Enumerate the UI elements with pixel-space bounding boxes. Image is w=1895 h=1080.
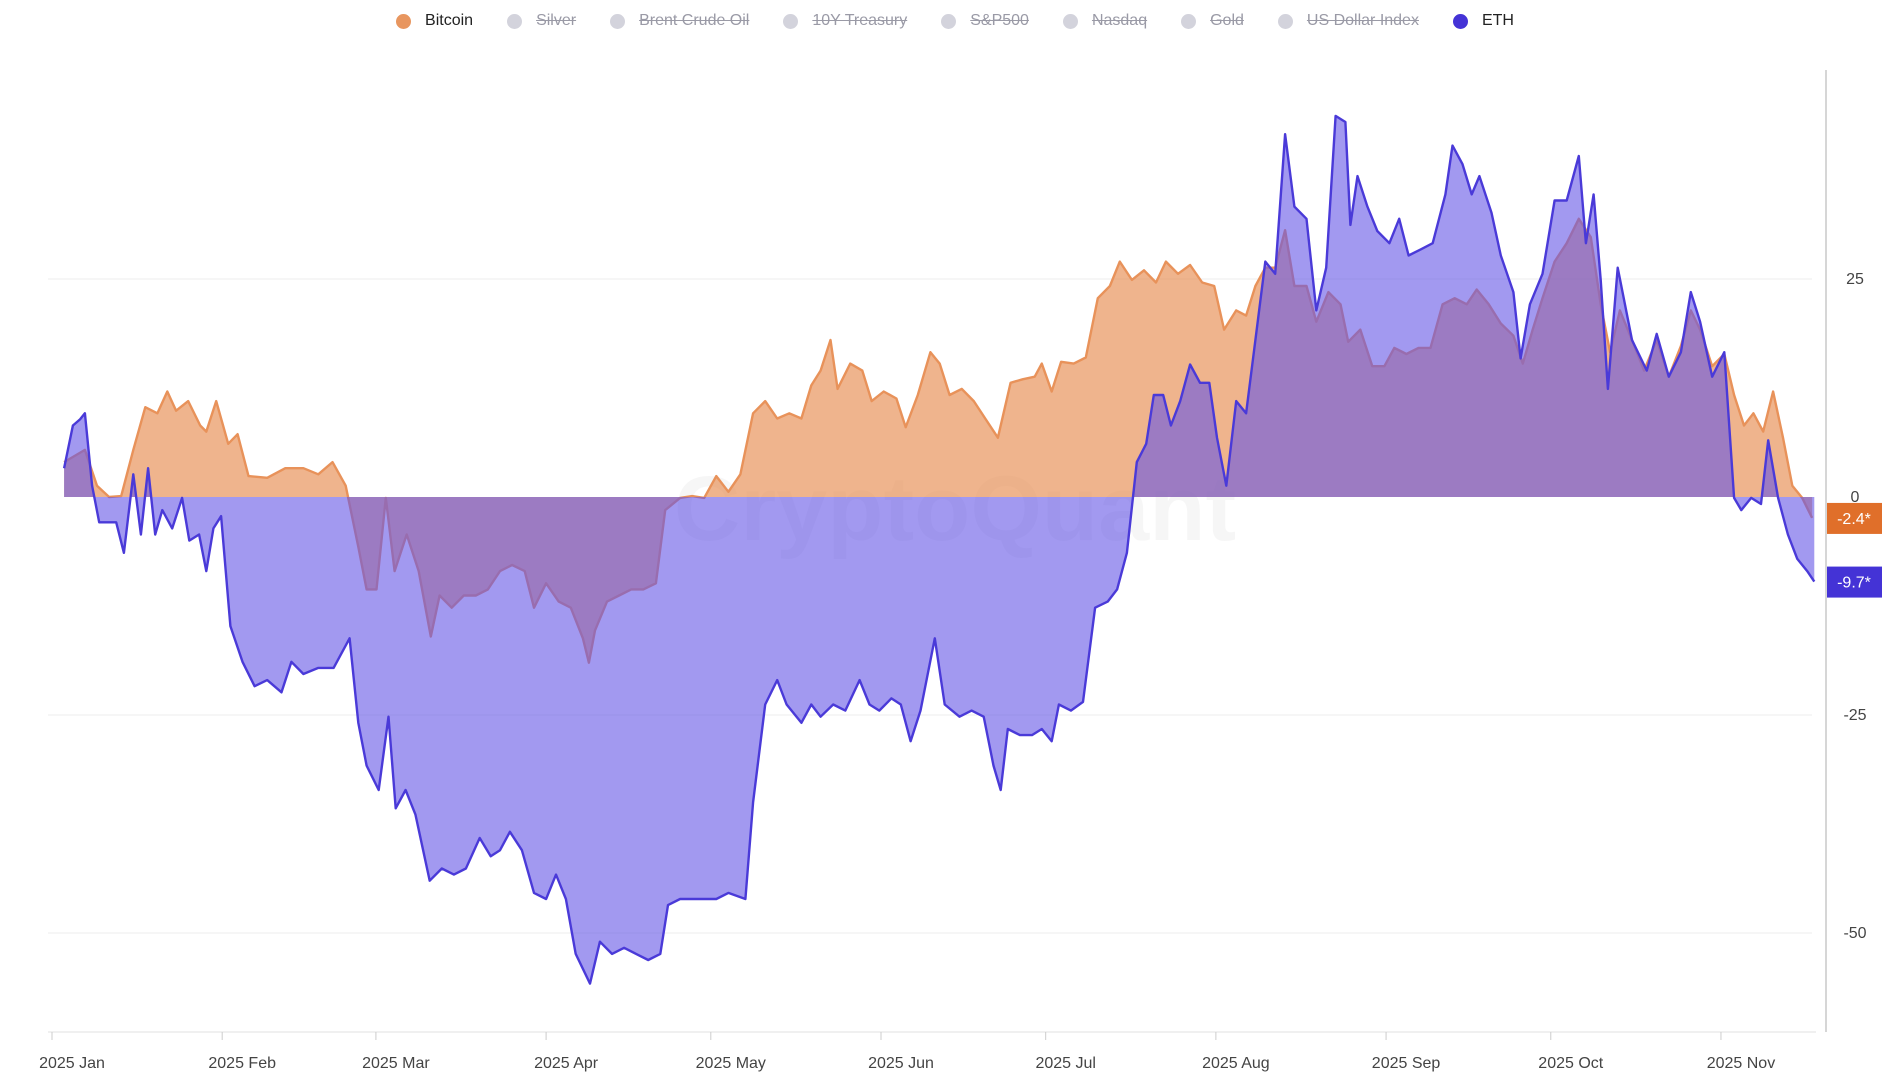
legend-label: 10Y Treasury [812, 12, 908, 29]
axes: 25 0 -25 -50 2025 Jan 2025 Feb 2025 Mar 2025 Ap… [39, 70, 1882, 1072]
legend-item-silver[interactable]: Silver [507, 12, 576, 30]
legend-label: S&P500 [970, 12, 1029, 29]
x-tick-label: 2025 Jun [868, 1055, 934, 1072]
legend-dot-icon [783, 13, 799, 29]
last-value-badge-bitcoin [1827, 502, 1882, 534]
last-value-label-eth: -9.7* [1837, 575, 1871, 592]
legend-item-10y-treasury[interactable]: 10Y Treasury [783, 12, 907, 30]
legend-item-nasdaq[interactable]: Nasdaq [1062, 12, 1148, 30]
legend-item-eth[interactable]: ETH [1452, 12, 1514, 30]
legend-dot-icon [1181, 13, 1197, 29]
x-tick-label: 2025 Jan [39, 1055, 105, 1072]
legend-item-s-p500[interactable]: S&P500 [941, 12, 1029, 30]
legend-dot-icon [941, 13, 957, 29]
legend-item-bitcoin[interactable]: Bitcoin [396, 12, 473, 30]
x-tick-label: 2025 May [696, 1055, 766, 1072]
y-tick-label: 0 [1851, 489, 1860, 506]
legend-label: Gold [1210, 12, 1244, 29]
x-tick-label: 2025 Jul [1035, 1055, 1096, 1072]
area-eth [64, 115, 1815, 984]
legend-dot-icon [1277, 13, 1293, 29]
grid [48, 278, 1812, 934]
series-layer [62, 114, 1816, 985]
x-tick-label: 2025 Aug [1202, 1055, 1270, 1072]
x-tick-label: 2025 Feb [208, 1055, 276, 1072]
legend-dot-icon [1452, 13, 1468, 29]
legend-dot-icon [610, 13, 626, 29]
legend-label: ETH [1481, 12, 1514, 29]
legend-item-brent-crude-oil[interactable]: Brent Crude Oil [610, 12, 749, 30]
legend-item-gold[interactable]: Gold [1181, 12, 1244, 30]
last-value-badge-eth [1827, 566, 1882, 598]
x-tick-label: 2025 Oct [1538, 1055, 1603, 1072]
legend-dot-icon [507, 13, 523, 29]
legend-label: Silver [536, 12, 577, 29]
legend-dot-icon [1062, 13, 1078, 29]
x-tick-label: 2025 Mar [362, 1055, 430, 1072]
y-tick-label: 25 [1846, 271, 1864, 288]
x-tick-label: 2025 Apr [534, 1055, 599, 1072]
legend-label: Bitcoin [425, 12, 474, 29]
x-tick-label: 2025 Sep [1372, 1055, 1441, 1072]
legend-item-us-dollar-index[interactable]: US Dollar Index [1277, 12, 1419, 30]
y-tick-label: -50 [1843, 925, 1866, 942]
last-value-label-bitcoin: -2.4* [1837, 511, 1871, 528]
chart-legend: Bitcoin Silver Brent Crude Oil 10Y Treasury… [0, 12, 1895, 30]
legend-label: US Dollar Index [1306, 12, 1419, 29]
legend-label: Brent Crude Oil [639, 12, 750, 29]
legend-dot-icon [396, 13, 412, 29]
x-tick-label: 2025 Nov [1707, 1055, 1776, 1072]
legend-label: Nasdaq [1091, 12, 1148, 29]
line-eth [62, 114, 1816, 985]
y-tick-label: -25 [1843, 707, 1866, 724]
